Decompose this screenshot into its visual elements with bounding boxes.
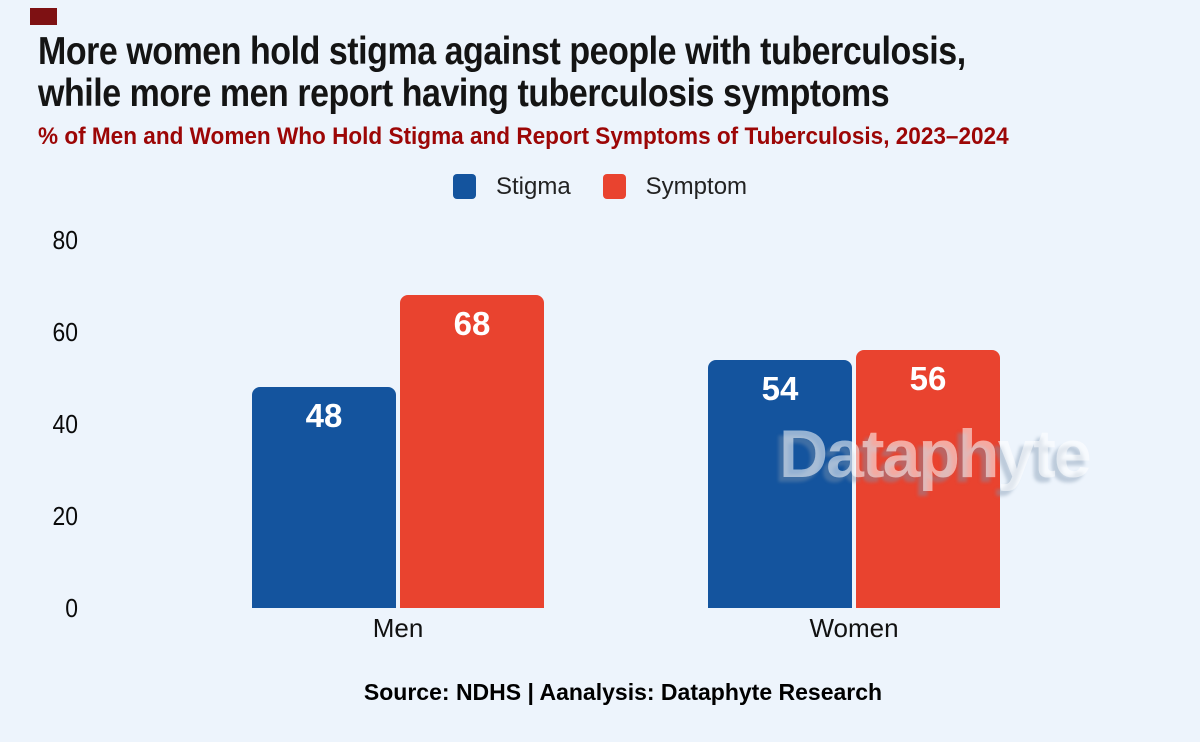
- source-note: Source: NDHS | Aanalysis: Dataphyte Rese…: [363, 679, 883, 705]
- bar-men-stigma: 48: [252, 387, 396, 608]
- y-axis-tick-label: 0: [65, 593, 78, 623]
- chart-title-line-1: More women hold stigma against people wi…: [38, 30, 966, 73]
- legend-item-stigma: Stigma: [452, 173, 571, 200]
- legend-swatch-symptom: [602, 174, 626, 199]
- y-axis-tick-label: 40: [52, 409, 78, 439]
- bar-value-label: 54: [761, 370, 799, 407]
- y-axis-tick-label: 80: [52, 225, 78, 255]
- legend-swatch-stigma: [452, 174, 476, 199]
- x-axis-label-men: Men: [372, 613, 424, 643]
- bar-women-stigma: 54: [708, 360, 852, 608]
- bar-value-label: 48: [305, 397, 343, 434]
- corner-mark: [30, 8, 57, 25]
- y-axis-tick-label: 20: [52, 501, 78, 531]
- chart-title-line-2: while more men report having tuberculosi…: [38, 72, 890, 115]
- chart-title: More women hold stigma against people wi…: [38, 31, 966, 115]
- chart-subtitle: % of Men and Women Who Hold Stigma and R…: [38, 123, 1009, 150]
- y-axis-tick-label: 60: [52, 317, 78, 347]
- legend-label-symptom: Symptom: [645, 173, 748, 200]
- bar-value-label: 56: [909, 360, 947, 397]
- bar-value-label: 68: [453, 305, 491, 342]
- legend-label-stigma: Stigma: [495, 173, 571, 200]
- x-axis-label-women: Women: [809, 613, 899, 643]
- bar-women-symptom: 56: [856, 350, 1000, 608]
- legend-item-symptom: Symptom: [602, 173, 748, 200]
- legend: Stigma Symptom: [0, 174, 1200, 199]
- bar-men-symptom: 68: [400, 295, 544, 608]
